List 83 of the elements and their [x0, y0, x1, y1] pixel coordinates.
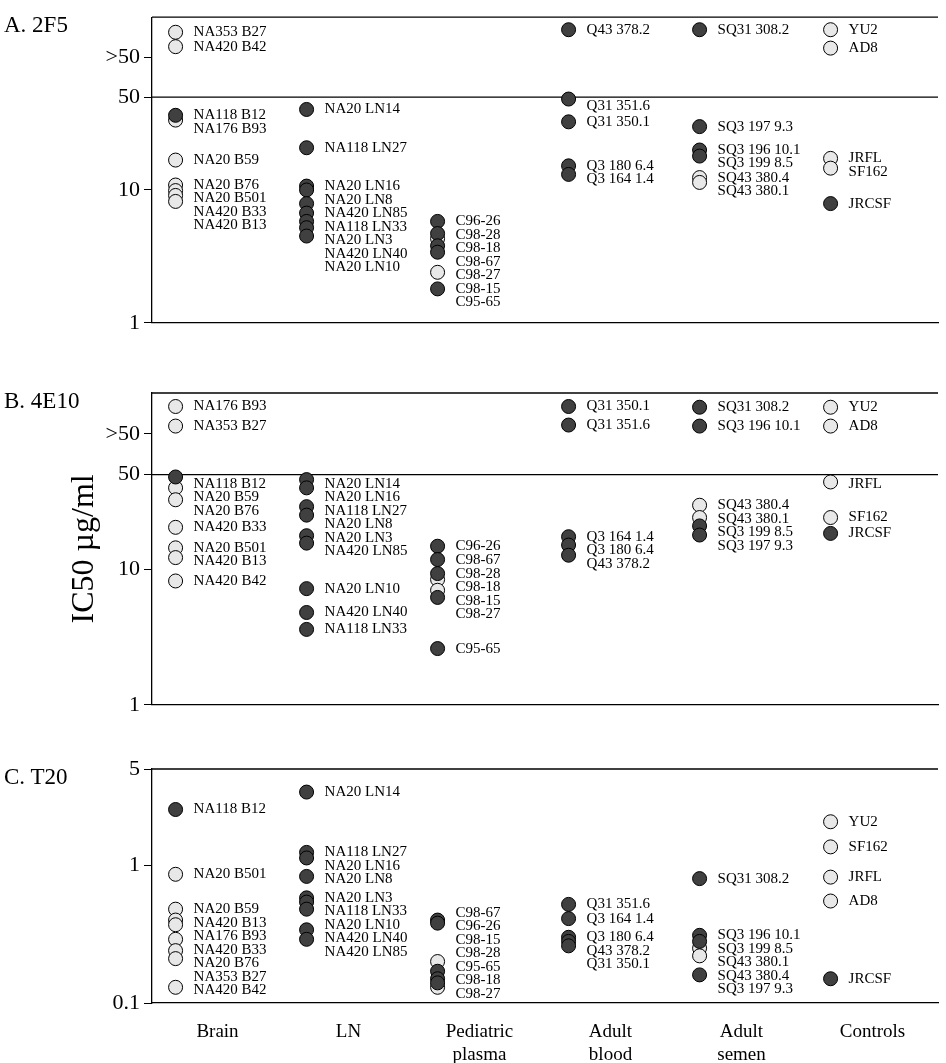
data-label: NA20 LN14 — [324, 474, 401, 491]
data-label: NA20 B501 — [193, 538, 267, 555]
data-label: JRCSF — [848, 524, 892, 541]
y-tick-label: 1 — [129, 851, 140, 877]
data-label: NA420 B13 — [193, 552, 267, 569]
data-label: C98-27 — [455, 605, 502, 621]
data-label: JRCSF — [848, 194, 892, 211]
data-label: NA20 LN3 — [324, 888, 393, 905]
data-label: AD8 — [848, 891, 878, 908]
data-label: NA420 LN85 — [324, 542, 408, 559]
data-label: SQ3 196 10.1 — [717, 926, 801, 943]
data-label: NA20 LN10 — [324, 579, 400, 596]
data-label: SQ3 196 10.1 — [717, 140, 801, 157]
data-label: Q43 378.2 — [586, 20, 650, 37]
chart-title: C. T20 — [4, 764, 68, 790]
y-tick-label: 1 — [129, 690, 140, 716]
y-tick-label: 10 — [118, 555, 140, 581]
data-label: SQ43 380.4 — [717, 496, 790, 513]
x-tick-label: Adult blood — [588, 1020, 633, 1063]
data-label: C95-65 — [455, 639, 501, 656]
y-tick-label: 50 — [118, 460, 140, 486]
data-label: NA353 B27 — [193, 23, 267, 40]
data-label: SQ3 197 9.3 — [717, 117, 794, 134]
data-label: NA420 B13 — [193, 216, 267, 233]
y-tick-label: 1 — [129, 308, 140, 334]
y-axis-title: IC50 µg/ml — [64, 474, 101, 624]
data-label: NA20 LN14 — [324, 783, 401, 800]
x-tick-label: Brain — [196, 1020, 240, 1042]
y-tick-label: 50 — [118, 82, 140, 108]
data-label: JRFL — [848, 474, 882, 491]
data-label: NA420 B42 — [193, 981, 267, 998]
data-label: YU2 — [848, 20, 878, 37]
data-label: YU2 — [848, 812, 878, 829]
data-label: NA420 B42 — [193, 571, 267, 588]
y-tick-label: 0.1 — [112, 988, 140, 1014]
data-label: NA20 B76 — [193, 175, 260, 192]
data-label: YU2 — [848, 398, 878, 415]
data-label: SQ31 308.2 — [717, 398, 790, 415]
data-label: SQ3 196 10.1 — [717, 417, 801, 434]
data-label: NA420 LN40 — [324, 603, 408, 620]
data-label: Q3 180 6.4 — [586, 156, 655, 173]
y-tick-label: 10 — [118, 175, 140, 201]
data-label: C98-67 — [455, 903, 502, 920]
chart-title: B. 4E10 — [4, 388, 80, 414]
data-label: C95-65 — [455, 293, 501, 310]
data-label: C98-28 — [455, 564, 501, 581]
data-label: C98-18 — [455, 578, 501, 594]
x-tick-label: Controls — [839, 1020, 906, 1042]
data-label: AD8 — [848, 417, 878, 434]
data-label: NA420 B33 — [193, 518, 267, 535]
data-label: SF162 — [848, 508, 888, 525]
y-tick-label: 5 — [129, 754, 140, 780]
data-label: NA20 LN14 — [324, 100, 401, 117]
data-label: NA20 LN8 — [324, 870, 393, 887]
data-label: NA176 B93 — [193, 397, 267, 414]
data-label: C98-15 — [455, 591, 501, 608]
data-label: NA20 B59 — [193, 151, 259, 167]
data-label: SF162 — [848, 837, 888, 854]
data-label: Q3 180 6.4 — [586, 928, 655, 945]
data-label: Q31 350.1 — [586, 112, 650, 129]
y-tick-label: >50 — [105, 419, 140, 445]
data-label: NA20 LN10 — [324, 258, 400, 275]
data-label: NA118 B12 — [193, 474, 266, 491]
data-label: Q31 351.6 — [586, 895, 651, 912]
chart-title: A. 2F5 — [4, 12, 68, 38]
x-tick-label: LN — [335, 1020, 362, 1042]
data-label: AD8 — [848, 39, 878, 56]
data-label: Q31 351.6 — [586, 415, 651, 432]
data-label: Q3 164 1.4 — [586, 527, 655, 544]
data-label: JRCSF — [848, 969, 892, 986]
data-label: NA420 B42 — [193, 37, 267, 54]
data-label: NA353 B27 — [193, 417, 267, 434]
data-label: NA118 B12 — [193, 800, 266, 817]
data-label: NA20 B501 — [193, 865, 267, 882]
data-label: Q31 350.1 — [586, 397, 650, 414]
y-tick-label: >50 — [105, 42, 140, 68]
data-label: SQ31 308.2 — [717, 869, 790, 886]
data-label: NA118 LN33 — [324, 620, 407, 637]
x-tick-label: Adult semen — [717, 1020, 767, 1063]
data-label: Q31 351.6 — [586, 97, 651, 114]
data-label: NA118 LN27 — [324, 138, 408, 155]
data-label: JRFL — [848, 868, 882, 885]
data-label: SQ31 308.2 — [717, 20, 790, 37]
